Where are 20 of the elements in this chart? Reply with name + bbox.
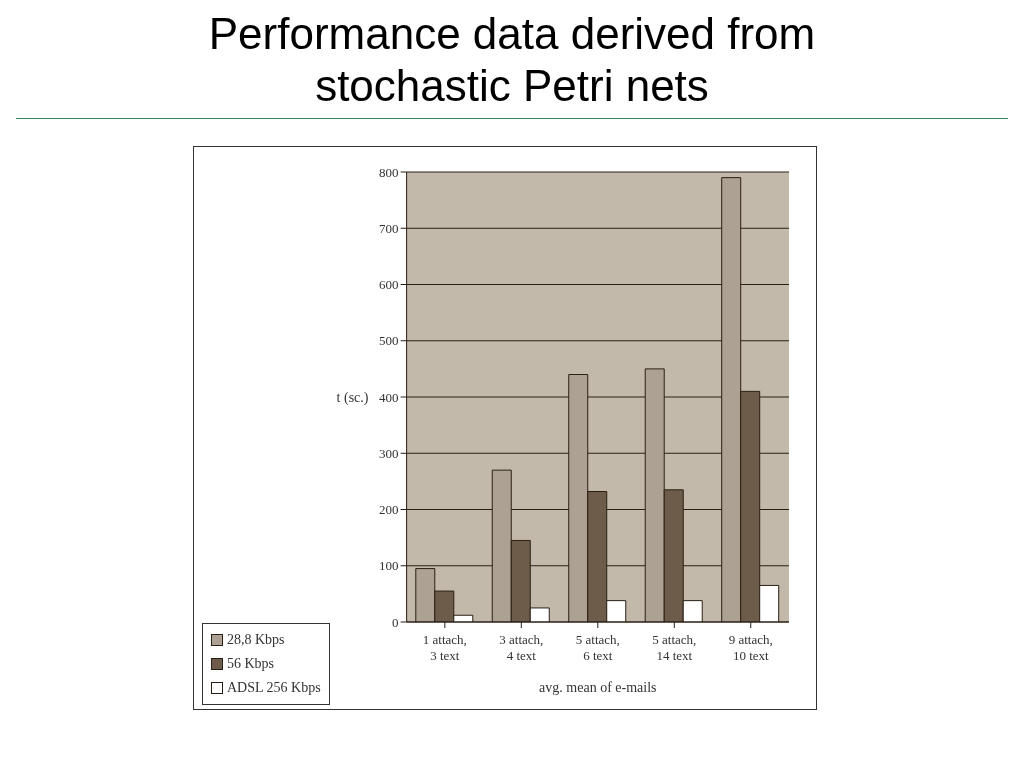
- y-axis-title: t (sc.): [336, 389, 369, 406]
- y-tick-label: 100: [379, 558, 399, 574]
- x-tick-label: 5 attach, 6 text: [575, 632, 620, 663]
- legend-label: ADSL 256 Kbps: [227, 679, 321, 697]
- y-tick-label: 700: [379, 220, 399, 236]
- legend-label: 56 Kbps: [227, 655, 275, 673]
- x-tick-label: 1 attach, 3 text: [422, 632, 467, 663]
- y-tick-label: 800: [379, 164, 399, 180]
- x-tick-label: 9 attach, 10 text: [728, 632, 773, 663]
- y-tick-label: 0: [392, 614, 399, 630]
- y-tick-label: 500: [379, 333, 399, 349]
- y-tick-label: 300: [379, 445, 399, 461]
- y-tick-label: 600: [379, 277, 399, 293]
- y-tick-label: 400: [379, 389, 399, 405]
- x-tick-label: 3 attach, 4 text: [499, 632, 544, 663]
- x-axis-title: avg. mean of e-mails: [539, 680, 657, 695]
- x-tick-label: 5 attach, 14 text: [652, 632, 697, 663]
- chart-title: Performance data derived from stochastic Petri nets: [207, 8, 817, 112]
- legend-label: 28,8 Kbps: [227, 631, 285, 649]
- y-tick-label: 200: [379, 502, 399, 518]
